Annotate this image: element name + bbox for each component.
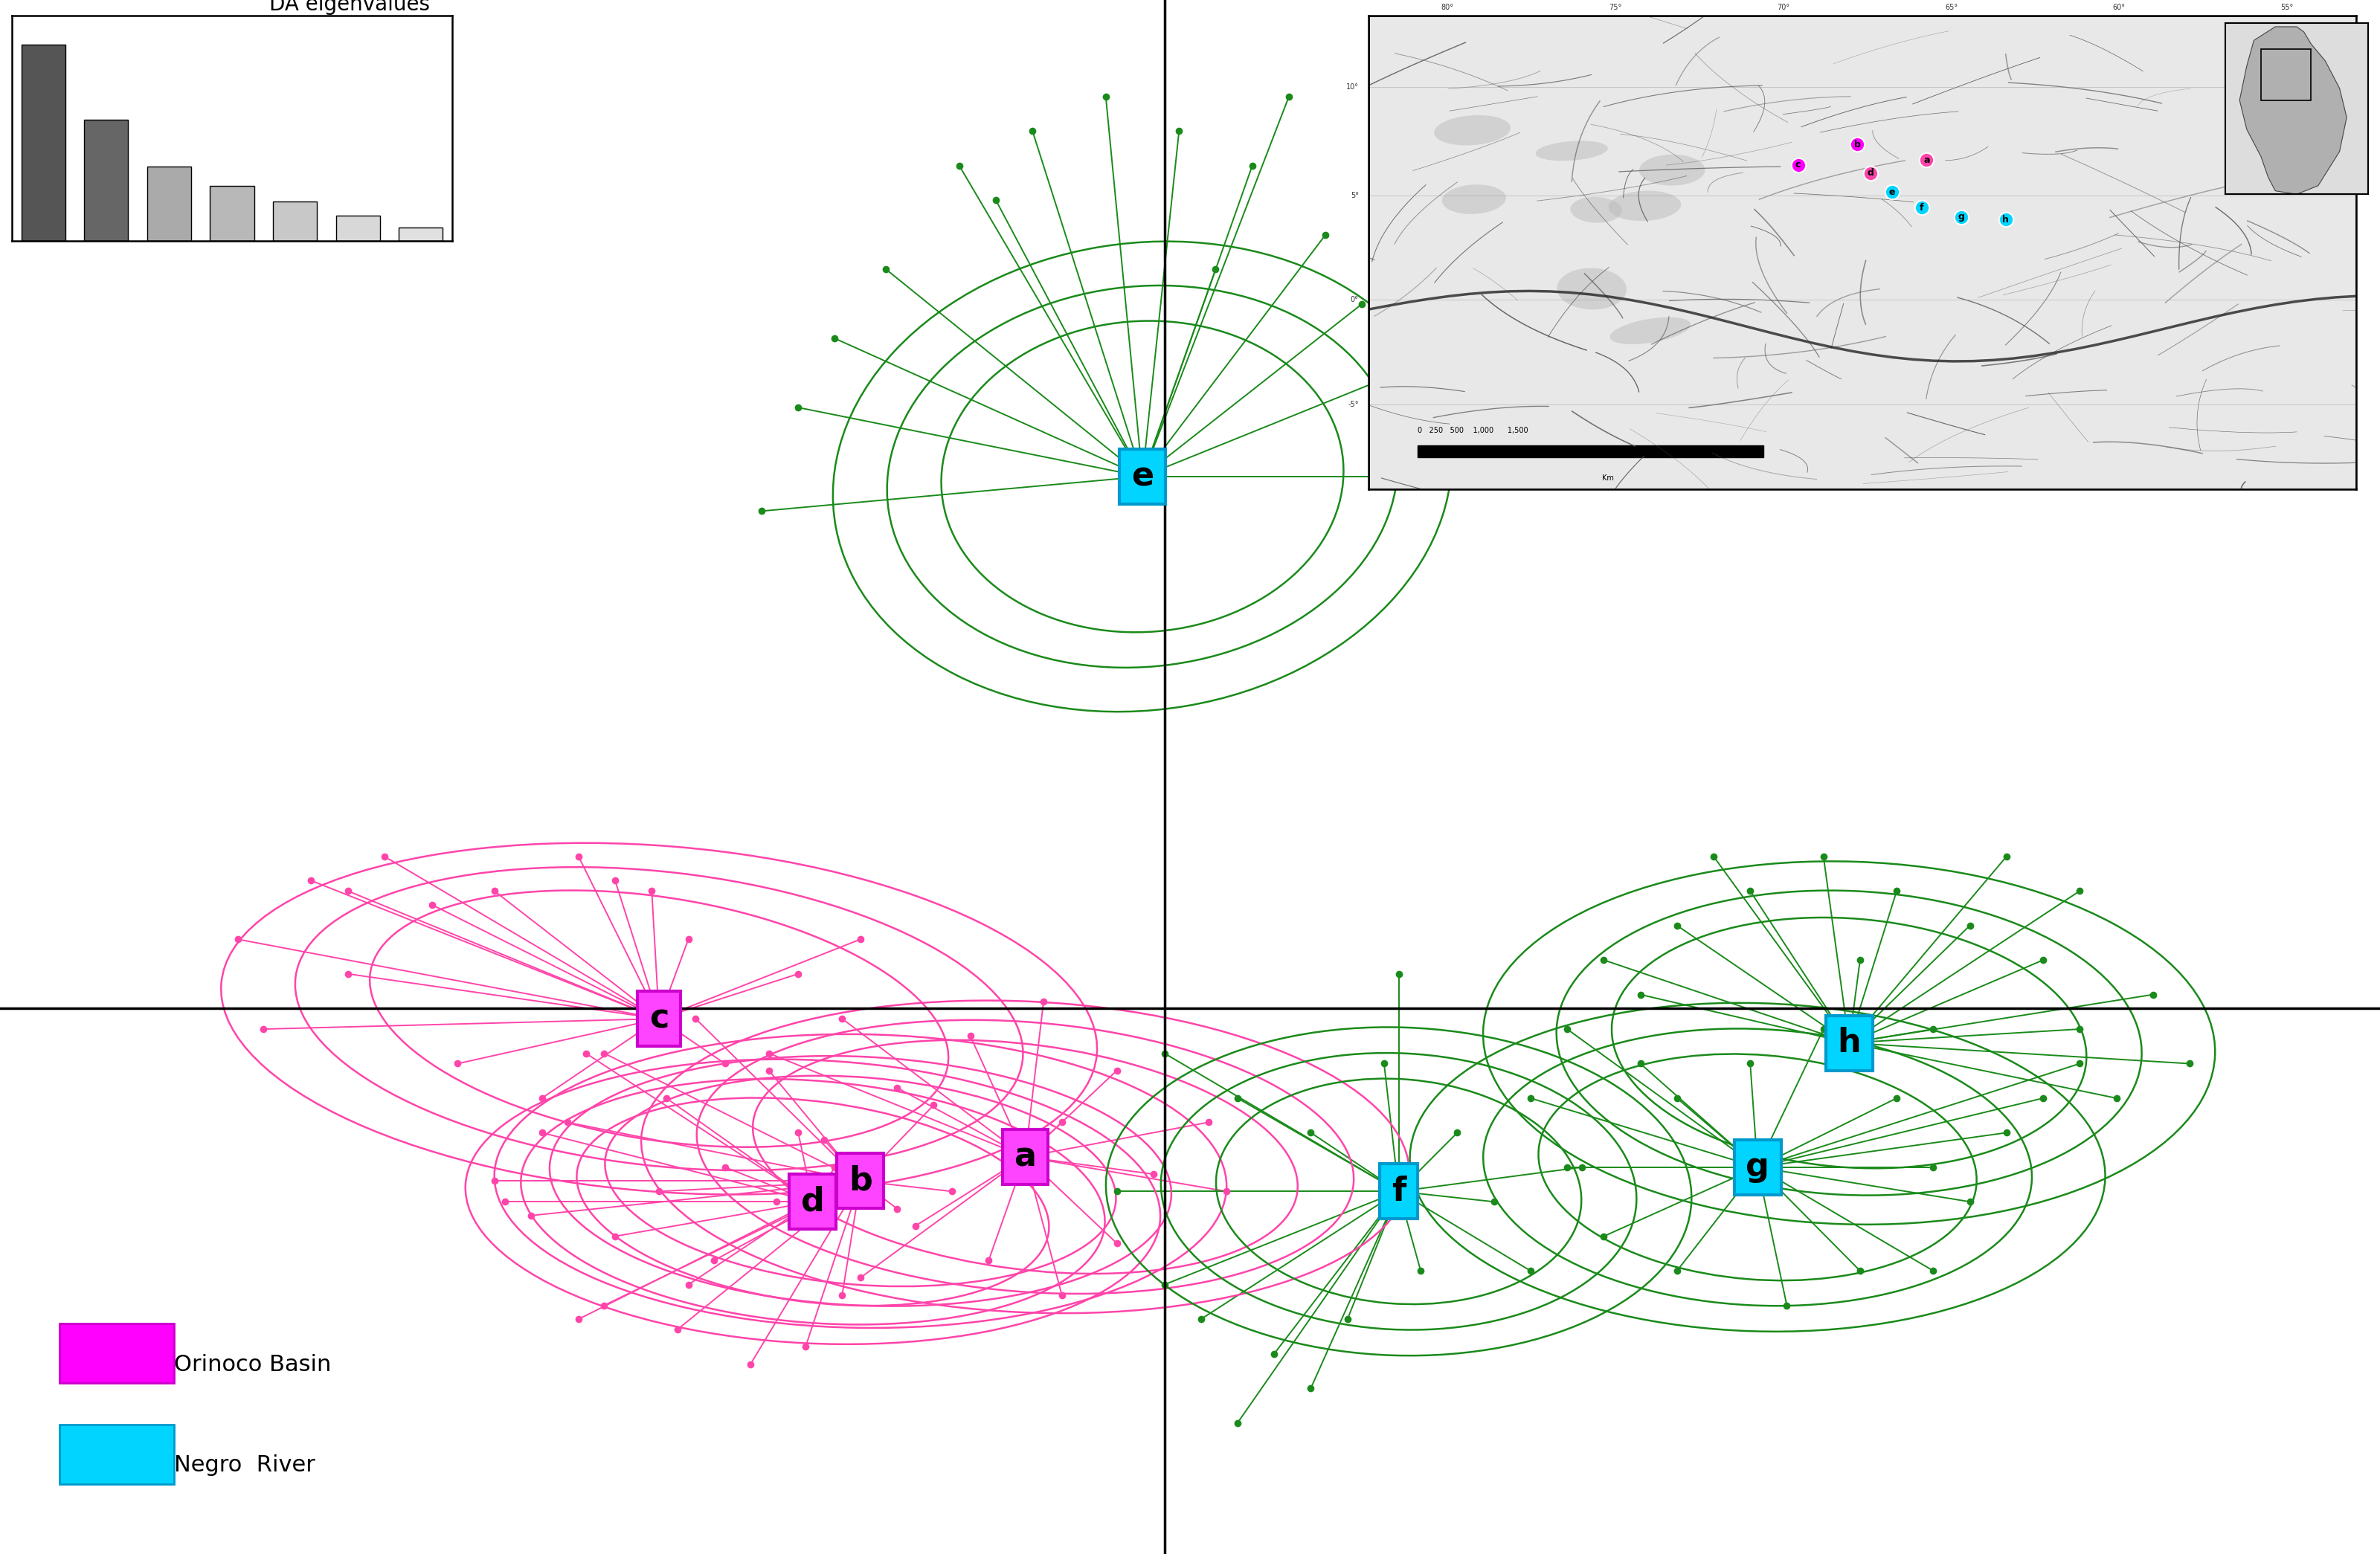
Text: 0°: 0°: [1349, 297, 1359, 303]
Text: a: a: [1923, 155, 1930, 165]
Ellipse shape: [1442, 185, 1507, 214]
Text: e: e: [1890, 186, 1894, 197]
Text: d: d: [802, 1186, 826, 1218]
Text: 80°: 80°: [1442, 3, 1454, 11]
Bar: [274, 202, 317, 241]
Text: 0   250   500    1,000      1,500: 0 250 500 1,000 1,500: [1418, 427, 1528, 434]
Text: 55°: 55°: [2280, 3, 2294, 11]
Text: c: c: [1795, 160, 1802, 169]
Bar: [2261, 48, 2311, 99]
Ellipse shape: [1640, 154, 1704, 185]
Bar: [1418, 446, 1764, 457]
Text: h: h: [1837, 1027, 1861, 1058]
Bar: [21, 45, 64, 241]
Text: g: g: [1745, 1152, 1768, 1183]
Ellipse shape: [1535, 141, 1609, 160]
Text: c: c: [650, 1002, 669, 1035]
Ellipse shape: [1609, 191, 1680, 221]
Text: Orinoco Basin: Orinoco Basin: [174, 1354, 331, 1375]
Text: f: f: [1921, 202, 1923, 213]
Ellipse shape: [1435, 115, 1511, 146]
Text: 75°: 75°: [1609, 3, 1621, 11]
Text: e: e: [1130, 460, 1154, 493]
Ellipse shape: [1609, 317, 1690, 343]
Text: Km: Km: [1602, 474, 1614, 482]
Bar: [148, 166, 190, 241]
Text: b: b: [1854, 140, 1861, 149]
Text: N: N: [2287, 26, 2297, 39]
Bar: [336, 216, 381, 241]
Text: b: b: [850, 1166, 873, 1197]
Text: -5°: -5°: [1347, 401, 1359, 407]
Text: 65°: 65°: [1944, 3, 1959, 11]
Bar: [400, 227, 443, 241]
Text: a: a: [1014, 1141, 1035, 1173]
Bar: [209, 186, 255, 241]
Text: d: d: [1866, 168, 1873, 177]
Text: 5°: 5°: [1349, 193, 1359, 199]
Ellipse shape: [1571, 197, 1623, 222]
Text: f: f: [1392, 1175, 1407, 1207]
Text: 70°: 70°: [1778, 3, 1790, 11]
Text: g: g: [1959, 213, 1964, 222]
Polygon shape: [2240, 26, 2347, 194]
Text: 10°: 10°: [1347, 82, 1359, 90]
Text: 60°: 60°: [2113, 3, 2125, 11]
Text: Negro  River: Negro River: [174, 1455, 314, 1476]
Ellipse shape: [1557, 267, 1626, 309]
Bar: [83, 120, 129, 241]
Text: h: h: [2002, 214, 2009, 224]
Text: DA eigenvalues: DA eigenvalues: [269, 0, 431, 16]
